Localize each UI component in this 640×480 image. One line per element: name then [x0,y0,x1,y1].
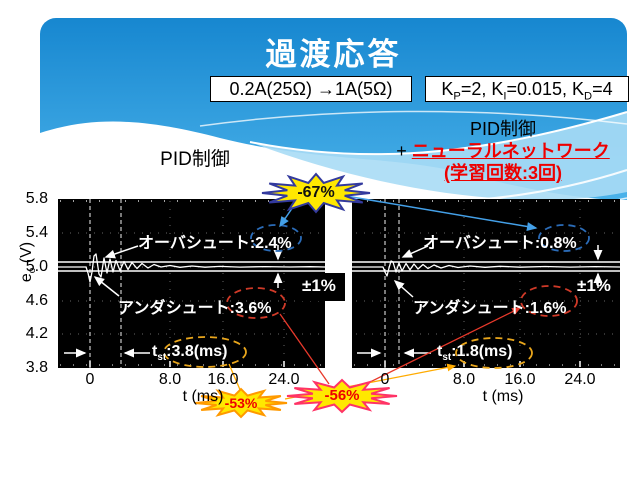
x-tick: 16.0 [207,371,239,388]
x-tick: 8.0 [452,371,476,388]
tolerance-band-label-right: ±1% [577,276,611,295]
panel-label-pid: PID制御 [160,149,230,170]
undershoot-ellipse-left [226,287,286,319]
overshoot-arrow-left [104,245,139,259]
undershoot-improvement-badge: -56% [324,387,360,404]
panel-label-pid-nn: PID制御 + ニューラルネットワーク (学習回数:3回) [385,118,621,184]
learning-count-label: (学習回数:3回) [444,163,562,183]
wave-line [199,110,628,127]
undershoot-annotation-left: アンダシュート:3.6% [118,300,272,317]
overshoot-value-right: 0.8% [540,235,577,252]
y-tick: 4.6 [25,292,48,309]
settling-annotation-right: tst:1.8(ms) [437,343,513,364]
overshoot-connector-right [345,195,538,231]
undershoot-ellipse-right [520,285,578,317]
panel-right-line1: PID制御 [469,119,536,139]
highlight-ellipses [163,224,590,369]
overshoot-annotation-right: オーバシュート:0.8% [423,235,577,252]
x-tick: 8.0 [158,371,182,388]
settling-value-right: 1.8(ms) [456,343,513,360]
settling-improvement-badge: -53% [224,395,258,411]
undershoot-value-left: 3.6% [235,300,272,317]
overshoot-annotation-left: オーバシュート:2.4% [138,235,292,252]
undershoot-badge-star [287,380,397,412]
y-tick: 4.2 [25,325,48,342]
overshoot-badge-star [262,174,370,212]
waveform-left [58,253,326,283]
undershoot-connector-left [279,313,330,385]
x-tick: 24.0 [564,371,596,388]
y-tick: 5.4 [25,224,48,241]
settling-connector-left [228,363,242,393]
settling-value-left: 3.8(ms) [171,343,228,360]
scope-left-cursor-lines [89,199,122,368]
undershoot-value-right: 1.6% [530,300,567,317]
wave-line [249,111,628,156]
panel-right-line2: + ニューラルネットワーク [396,141,610,161]
x-tick: 16.0 [504,371,536,388]
neural-network-label: ニューラルネットワーク [411,141,610,161]
load-step-text: 0.2A(25Ω) →1A(5Ω) [229,79,393,99]
settling-badge-star [195,389,287,417]
overshoot-value-left: 2.4% [255,235,292,252]
pid-gains-box: KP=2, KI=0.015, KD=4 [425,76,629,103]
band-label-backing-left [298,273,345,301]
tolerance-band-label-left: ±1% [302,276,336,295]
settling-ellipse-left [163,336,247,368]
load-step-condition-box: 0.2A(25Ω) →1A(5Ω) [210,76,412,102]
undershoot-arrow-left [93,276,120,297]
x-axis-label-left: t (ms) [182,388,224,405]
lightblue-wave-band [250,112,627,200]
undershoot-arrow-right [393,280,414,298]
x-axis-label-right: t (ms) [482,388,524,405]
overshoot-improvement-badge: -67% [297,184,335,201]
waveform-right [352,260,621,277]
scope-left-annotation-arrows [64,245,283,358]
y-tick: 5.0 [25,258,48,275]
y-tick: 3.8 [25,359,48,376]
y-tick: 5.8 [25,190,48,207]
x-tick: 24.0 [268,371,300,388]
undershoot-connector-right [359,307,522,388]
improvement-badges [195,174,397,417]
x-tick: 0 [380,371,390,388]
scope-right-annotation-arrows [357,245,603,358]
overshoot-ellipse-right [538,224,590,252]
undershoot-annotation-right: アンダシュート:1.6% [413,300,567,317]
overshoot-ellipse-left [250,224,302,252]
settling-ellipse-right [455,337,533,369]
x-tick: 0 [85,371,95,388]
overshoot-arrow-right [401,245,429,258]
slide-title: 過渡応答 [265,37,402,72]
settling-annotation-left: tst:3.8(ms) [152,343,228,364]
